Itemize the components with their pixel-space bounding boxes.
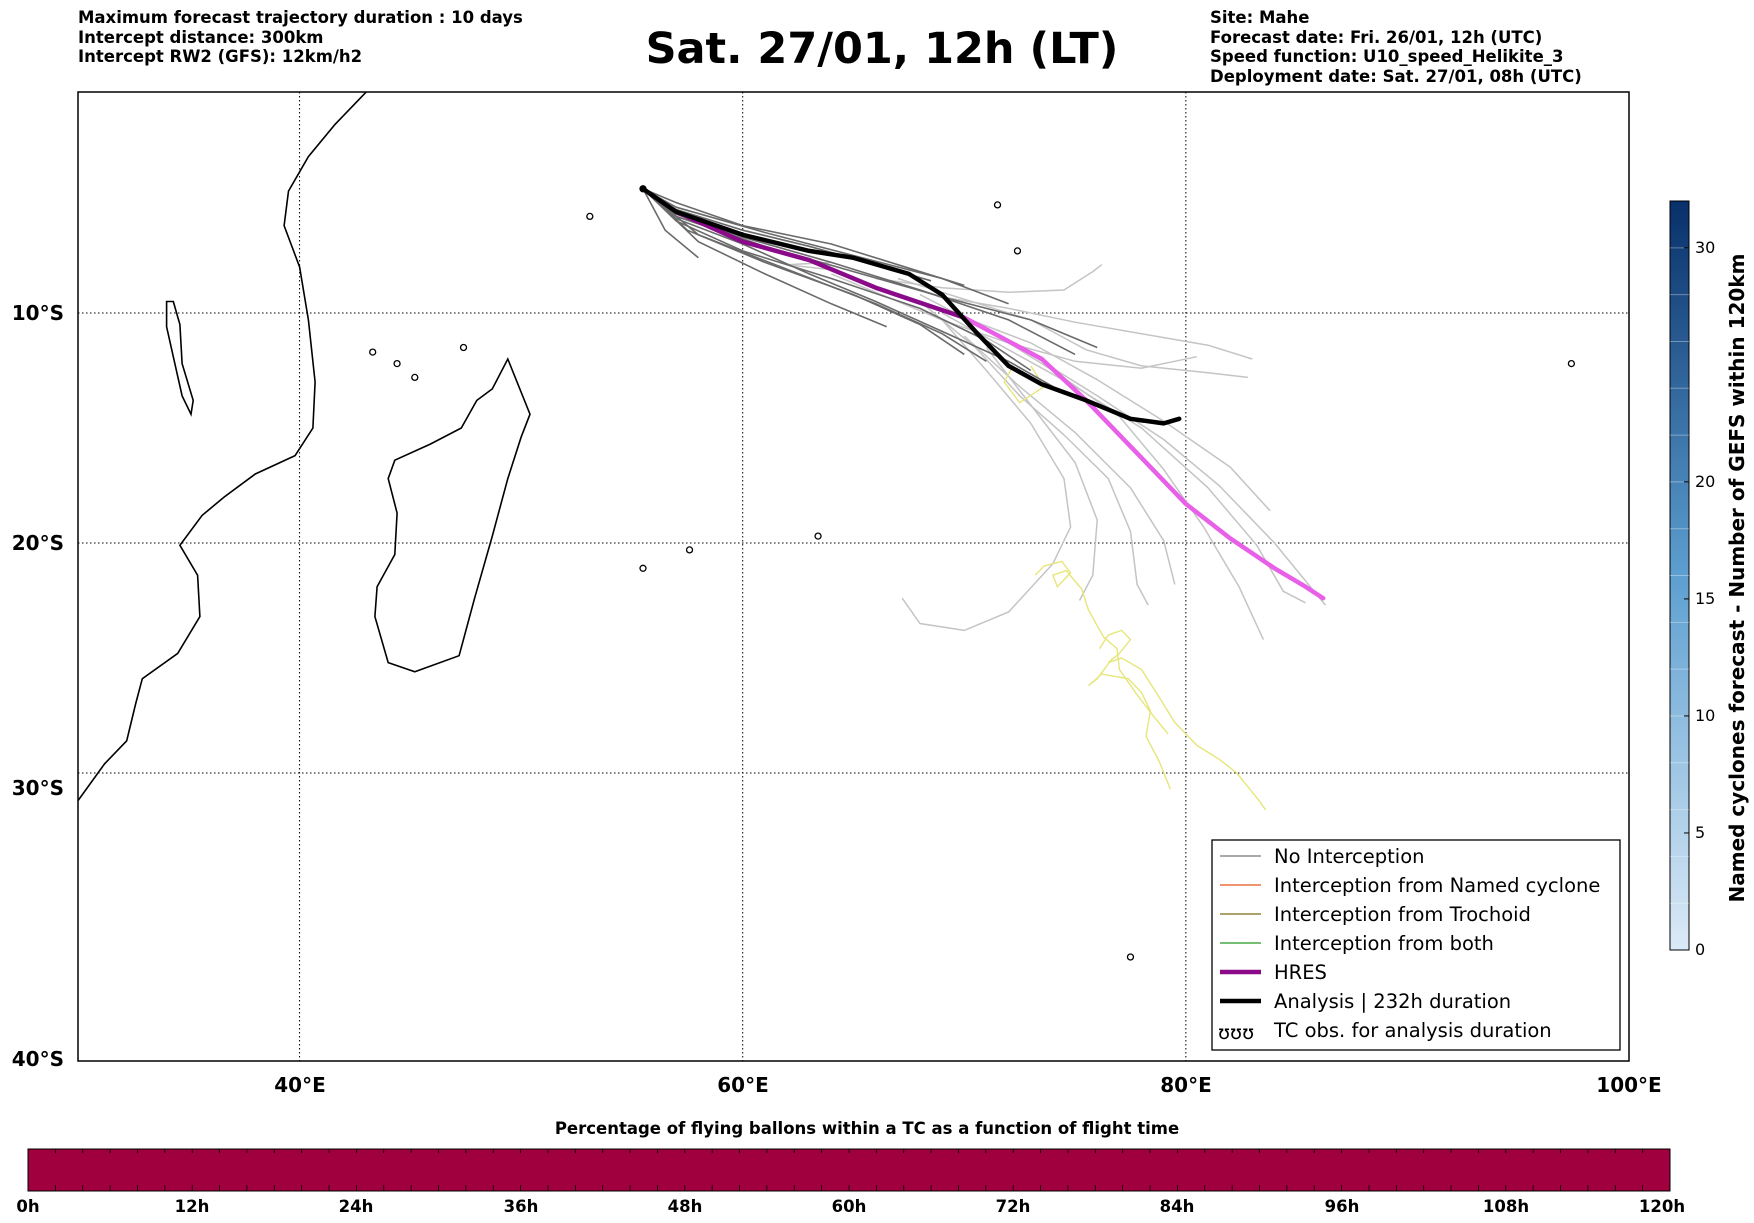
island-outline xyxy=(1013,247,1022,255)
legend-label: No Interception xyxy=(1274,845,1425,868)
tc-obs-track xyxy=(1034,560,1169,735)
madagascar-coastline xyxy=(374,357,531,673)
header-left-info: Maximum forecast trajectory duration : 1… xyxy=(78,8,523,67)
island-outline xyxy=(814,532,822,540)
longitude-tick-labels: 40°E 60°E 80°E 100°E xyxy=(274,1073,1661,1097)
trajectory-light xyxy=(897,277,1248,379)
island-outline xyxy=(411,373,419,382)
trajectory-dark xyxy=(642,188,699,259)
colorbar-right-label: Named cyclones forecast - Number of GEFS… xyxy=(1725,254,1749,903)
legend: ʊʊʊ No Interception Interception from Na… xyxy=(1211,839,1621,1051)
colorbar-bottom-tick-label: 48h xyxy=(668,1197,703,1216)
colorbar-bottom-fill xyxy=(27,1148,1671,1192)
header-right-line: Forecast date: Fri. 26/01, 12h (UTC) xyxy=(1210,27,1543,47)
colorbar-right-ticks xyxy=(1670,247,1689,951)
colorbar-right-tick-label: 30 xyxy=(1695,238,1715,257)
lat-tick-label: 20°S xyxy=(12,531,64,555)
colorbar-bottom-tick-label: 72h xyxy=(996,1197,1031,1216)
colorbar-bottom-tick-label: 96h xyxy=(1325,1197,1360,1216)
header-right-line: Speed function: U10_speed_Helikite_3 xyxy=(1210,47,1564,66)
analysis-track xyxy=(640,185,1182,426)
island-outline xyxy=(1126,953,1135,961)
colorbar-bottom-tick-label: 120h xyxy=(1639,1197,1685,1216)
colorbar-right-tick-label: 10 xyxy=(1695,706,1715,725)
launch-site-marker xyxy=(640,185,647,192)
latitude-tick-labels: 10°S 20°S 30°S 40°S xyxy=(12,301,64,1071)
island-outline xyxy=(393,359,401,368)
legend-box xyxy=(1211,839,1621,1051)
colorbar-bottom-title: Percentage of flying ballons within a TC… xyxy=(555,1119,1179,1138)
trajectory-light xyxy=(941,312,1306,604)
trajectory-light xyxy=(964,316,1271,512)
lake-malawi-outline xyxy=(165,300,195,417)
legend-label: Interception from both xyxy=(1274,932,1494,955)
lat-tick-label: 30°S xyxy=(12,776,64,800)
colorbar-right-tick-label: 5 xyxy=(1695,823,1705,842)
header-left-line: Intercept RW2 (GFS): 12km/h2 xyxy=(78,47,363,66)
colorbar-right-tick-label: 15 xyxy=(1695,589,1715,608)
legend-label: Interception from Trochoid xyxy=(1274,903,1531,926)
analysis-line xyxy=(640,186,1182,426)
legend-label: HRES xyxy=(1274,961,1327,984)
island-outline xyxy=(586,212,594,221)
colorbar-right: 0 5 10 15 20 30 Named cyclones forecast … xyxy=(1669,200,1749,959)
colorbar-right-gradient xyxy=(1669,200,1690,951)
tc-obs-track xyxy=(1098,629,1267,811)
header-right-line: Deployment date: Sat. 27/01, 08h (UTC) xyxy=(1210,66,1582,86)
header-left-line: Intercept distance: 300km xyxy=(78,27,324,47)
page-title: Sat. 27/01, 12h (LT) xyxy=(645,24,1119,74)
colorbar-bottom-tick-label: 36h xyxy=(504,1197,539,1216)
trajectory-light xyxy=(919,300,1149,606)
colorbar-bottom-tick-label: 60h xyxy=(832,1197,867,1216)
lon-tick-label: 80°E xyxy=(1160,1073,1212,1097)
island-outline xyxy=(459,343,468,352)
colorbar-right-tick-label: 20 xyxy=(1695,472,1715,491)
legend-label: Analysis | 232h duration xyxy=(1274,990,1511,1013)
legend-swatch-tc-obs: ʊʊʊ xyxy=(1218,1021,1254,1044)
trajectory-dark xyxy=(642,188,965,287)
africa-coastline xyxy=(78,92,367,802)
trajectory-light xyxy=(901,319,1072,632)
colorbar-bottom-ticks xyxy=(27,1149,1671,1191)
colorbar-bottom-tick-label: 108h xyxy=(1483,1197,1529,1216)
legend-label: Interception from Named cyclone xyxy=(1274,874,1600,897)
trajectory-light xyxy=(985,347,1098,601)
island-outline xyxy=(1567,359,1576,368)
colorbar-bottom-tick-label: 24h xyxy=(339,1197,374,1216)
lat-tick-label: 10°S xyxy=(12,301,64,325)
map-frame xyxy=(77,91,1630,1062)
header-right-line: Site: Mahe xyxy=(1210,8,1310,27)
island-outline xyxy=(639,564,647,572)
lat-tick-label: 40°S xyxy=(12,1047,64,1071)
lon-tick-label: 40°E xyxy=(274,1073,326,1097)
lon-tick-label: 60°E xyxy=(717,1073,769,1097)
lon-tick-label: 100°E xyxy=(1596,1073,1661,1097)
header-left-line: Maximum forecast trajectory duration : 1… xyxy=(78,8,523,27)
island-outline xyxy=(993,201,1002,209)
header-right-info: Site: Mahe Forecast date: Fri. 26/01, 12… xyxy=(1210,8,1582,86)
trajectory-dark xyxy=(642,188,888,328)
colorbar-bottom-tick-label: 84h xyxy=(1160,1197,1195,1216)
colorbar-bottom-tick-label: 12h xyxy=(175,1197,210,1216)
hres-track-late xyxy=(962,315,1326,601)
colorbar-bottom: Percentage of flying ballons within a TC… xyxy=(16,1119,1685,1216)
tc-observation-tracks xyxy=(1003,365,1267,811)
colorbar-right-tick-label: 0 xyxy=(1695,940,1705,959)
trajectory-dark xyxy=(642,188,987,362)
legend-label: TC obs. for analysis duration xyxy=(1273,1019,1552,1042)
island-outline xyxy=(369,348,377,356)
island-outline xyxy=(685,546,694,554)
tc-obs-track xyxy=(1087,657,1171,790)
colorbar-bottom-tick-label: 0h xyxy=(16,1197,39,1216)
trajectory-dark xyxy=(642,188,1098,349)
